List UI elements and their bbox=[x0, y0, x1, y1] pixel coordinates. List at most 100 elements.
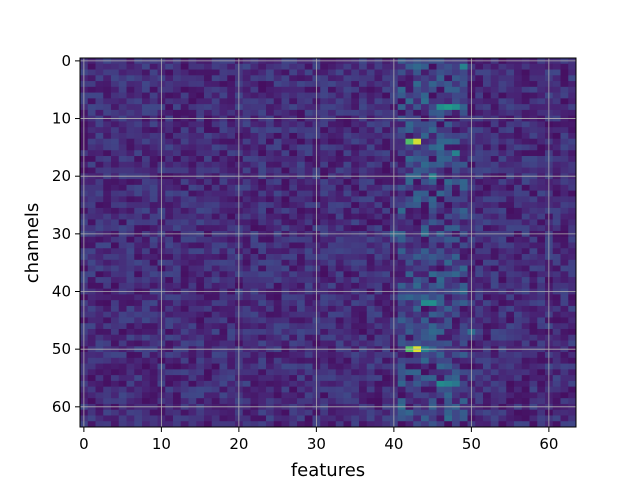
heatmap-cell bbox=[281, 352, 290, 359]
heatmap-cell bbox=[219, 363, 228, 370]
heatmap-cell bbox=[250, 184, 259, 192]
heatmap-cell bbox=[374, 104, 383, 111]
heatmap-cell bbox=[188, 421, 197, 428]
heatmap-cell bbox=[297, 254, 306, 261]
heatmap-cell bbox=[436, 69, 445, 76]
heatmap-cell bbox=[483, 375, 492, 382]
heatmap-cell bbox=[529, 294, 538, 301]
heatmap-cell bbox=[506, 380, 515, 388]
heatmap-cell bbox=[421, 363, 430, 370]
heatmap-cell bbox=[560, 109, 569, 117]
heatmap-cell bbox=[506, 242, 515, 249]
heatmap-cell bbox=[134, 242, 143, 249]
heatmap-cell bbox=[498, 328, 507, 336]
heatmap-cell bbox=[397, 196, 406, 203]
heatmap-cell bbox=[204, 380, 213, 388]
heatmap-cells bbox=[80, 58, 577, 428]
heatmap-cell bbox=[304, 305, 313, 313]
heatmap-cell bbox=[366, 328, 375, 336]
heatmap-cell bbox=[188, 305, 197, 313]
heatmap-cell bbox=[173, 161, 182, 168]
heatmap-cell bbox=[126, 213, 135, 220]
heatmap-cell bbox=[227, 277, 236, 284]
heatmap-cell bbox=[459, 277, 468, 284]
heatmap-cell bbox=[242, 63, 251, 70]
heatmap-cell bbox=[165, 392, 174, 399]
heatmap-cell bbox=[134, 219, 143, 226]
heatmap-cell bbox=[320, 328, 329, 336]
heatmap-cell bbox=[304, 421, 313, 428]
heatmap-cell bbox=[343, 415, 352, 422]
heatmap-cell bbox=[149, 190, 158, 197]
heatmap-cell bbox=[211, 219, 220, 226]
heatmap-cell bbox=[490, 219, 499, 226]
heatmap-cell bbox=[126, 179, 135, 186]
heatmap-cell bbox=[134, 398, 143, 405]
heatmap-cell bbox=[118, 104, 127, 111]
heatmap-cell bbox=[111, 409, 120, 416]
heatmap-cell bbox=[250, 127, 259, 134]
heatmap-cell bbox=[103, 104, 112, 111]
heatmap-cell bbox=[560, 409, 569, 416]
heatmap-cell bbox=[180, 225, 189, 232]
heatmap-cell bbox=[118, 202, 127, 209]
heatmap-cell bbox=[111, 219, 120, 226]
heatmap-cell bbox=[266, 242, 275, 249]
heatmap-cell bbox=[405, 98, 414, 105]
heatmap-cell bbox=[428, 86, 437, 93]
heatmap-cell bbox=[142, 323, 151, 330]
heatmap-cell bbox=[297, 334, 306, 341]
heatmap-cell bbox=[351, 334, 360, 341]
heatmap-cell bbox=[273, 398, 282, 405]
heatmap-cell bbox=[180, 75, 189, 82]
heatmap-cell bbox=[266, 92, 275, 99]
heatmap-cell bbox=[204, 386, 213, 393]
heatmap-cell bbox=[552, 363, 561, 370]
heatmap-cell bbox=[568, 75, 577, 82]
heatmap-cell bbox=[428, 375, 437, 382]
heatmap-cell bbox=[87, 86, 96, 93]
heatmap-cell bbox=[281, 156, 290, 163]
heatmap-cell bbox=[328, 86, 337, 93]
heatmap-cell bbox=[428, 392, 437, 399]
heatmap-cell bbox=[343, 104, 352, 111]
heatmap-cell bbox=[397, 305, 406, 313]
heatmap-cell bbox=[126, 254, 135, 261]
heatmap-cell bbox=[188, 392, 197, 399]
heatmap-cell bbox=[382, 98, 391, 105]
heatmap-cell bbox=[118, 317, 127, 324]
heatmap-cell bbox=[227, 409, 236, 416]
heatmap-cell bbox=[351, 219, 360, 226]
heatmap-cell bbox=[266, 363, 275, 370]
heatmap-cell bbox=[196, 213, 205, 220]
heatmap-cell bbox=[196, 81, 205, 88]
heatmap-cell bbox=[421, 380, 430, 388]
heatmap-cell bbox=[180, 392, 189, 399]
heatmap-cell bbox=[103, 409, 112, 416]
heatmap-cell bbox=[335, 219, 344, 226]
heatmap-cell bbox=[568, 225, 577, 232]
heatmap-cell bbox=[498, 150, 507, 157]
heatmap-cell bbox=[490, 305, 499, 313]
heatmap-cell bbox=[421, 248, 430, 255]
heatmap-cell bbox=[413, 311, 422, 318]
heatmap-cell bbox=[397, 190, 406, 197]
heatmap-cell bbox=[444, 138, 453, 145]
heatmap-cell bbox=[382, 311, 391, 318]
heatmap-cell bbox=[103, 236, 112, 243]
heatmap-cell bbox=[134, 328, 143, 336]
heatmap-cell bbox=[266, 179, 275, 186]
heatmap-cell bbox=[281, 104, 290, 111]
heatmap-cell bbox=[328, 207, 337, 215]
heatmap-cell bbox=[289, 248, 298, 255]
heatmap-cell bbox=[490, 282, 499, 290]
heatmap-cell bbox=[173, 248, 182, 255]
heatmap-cell bbox=[335, 259, 344, 266]
heatmap-cell bbox=[428, 328, 437, 336]
heatmap-cell bbox=[506, 409, 515, 416]
heatmap-cell bbox=[343, 305, 352, 313]
heatmap-cell bbox=[165, 340, 174, 347]
heatmap-cell bbox=[405, 271, 414, 278]
heatmap-cell bbox=[118, 179, 127, 186]
heatmap-cell bbox=[560, 242, 569, 249]
